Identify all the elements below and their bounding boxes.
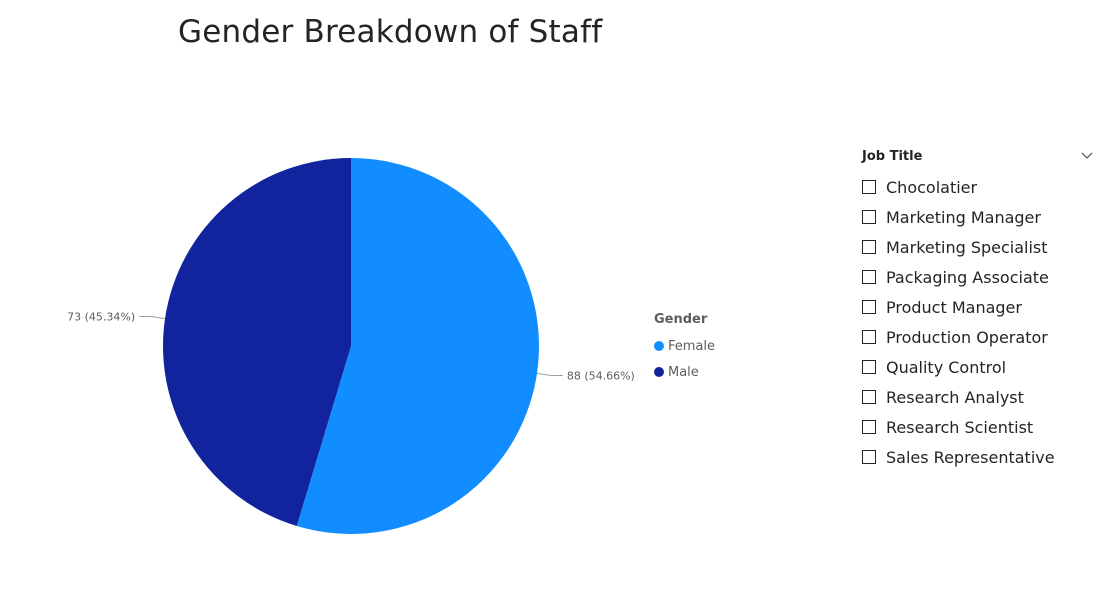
legend-dot-male [654,367,664,377]
data-label-female: 88 (54.66%) [567,369,635,382]
slicer-item-product-manager[interactable]: Product Manager [862,292,1094,322]
leader-line-male [139,316,166,320]
slicer-item-research-scientist[interactable]: Research Scientist [862,412,1094,442]
slicer-label: Marketing Specialist [886,237,1048,257]
checkbox-marketing-specialist[interactable] [862,240,876,254]
legend-item-female[interactable]: Female [654,333,715,359]
chevron-down-icon[interactable] [1080,149,1094,163]
checkbox-packaging-associate[interactable] [862,270,876,284]
slicer-header[interactable]: Job Title [862,146,1094,166]
checkbox-chocolatier[interactable] [862,180,876,194]
slicer-item-packaging-associate[interactable]: Packaging Associate [862,262,1094,292]
slicer-label: Packaging Associate [886,267,1049,287]
slicer-item-production-operator[interactable]: Production Operator [862,322,1094,352]
checkbox-sales-representative[interactable] [862,450,876,464]
slicer-label: Chocolatier [886,177,978,197]
slicer-label: Product Manager [886,297,1022,317]
slicer-item-quality-control[interactable]: Quality Control [862,352,1094,382]
slicer-item-chocolatier[interactable]: Chocolatier [862,172,1094,202]
data-label-male: 73 (45.34%) [67,311,135,324]
legend-dot-female [654,341,664,351]
legend: Gender Female Male [654,312,715,385]
slicer-label: Production Operator [886,327,1048,347]
slicer-title: Job Title [862,148,923,164]
checkbox-research-analyst[interactable] [862,390,876,404]
checkbox-product-manager[interactable] [862,300,876,314]
slicer-label: Sales Representative [886,447,1055,467]
pie-slice-female[interactable] [296,158,539,534]
slicer-label: Research Scientist [886,417,1034,437]
slicer-list: Chocolatier Marketing Manager Marketing … [862,172,1094,472]
checkbox-production-operator[interactable] [862,330,876,344]
legend-title: Gender [654,312,708,327]
legend-label-male: Male [668,364,699,380]
slicer-label: Quality Control [886,357,1007,377]
job-title-slicer: Job Title Chocolatier Marketing Manager … [862,146,1094,472]
checkbox-marketing-manager[interactable] [862,210,876,224]
leader-line-female [536,372,563,376]
slicer-item-sales-representative[interactable]: Sales Representative [862,442,1094,472]
checkbox-quality-control[interactable] [862,360,876,374]
slicer-item-marketing-specialist[interactable]: Marketing Specialist [862,232,1094,262]
slicer-label: Research Analyst [886,387,1024,407]
legend-label-female: Female [668,338,716,354]
chart-title: Gender Breakdown of Staff [178,14,603,50]
slicer-label: Marketing Manager [886,207,1041,227]
slicer-item-research-analyst[interactable]: Research Analyst [862,382,1094,412]
slicer-item-marketing-manager[interactable]: Marketing Manager [862,202,1094,232]
checkbox-research-scientist[interactable] [862,420,876,434]
legend-item-male[interactable]: Male [654,359,715,385]
pie-slice-male[interactable] [163,158,351,527]
